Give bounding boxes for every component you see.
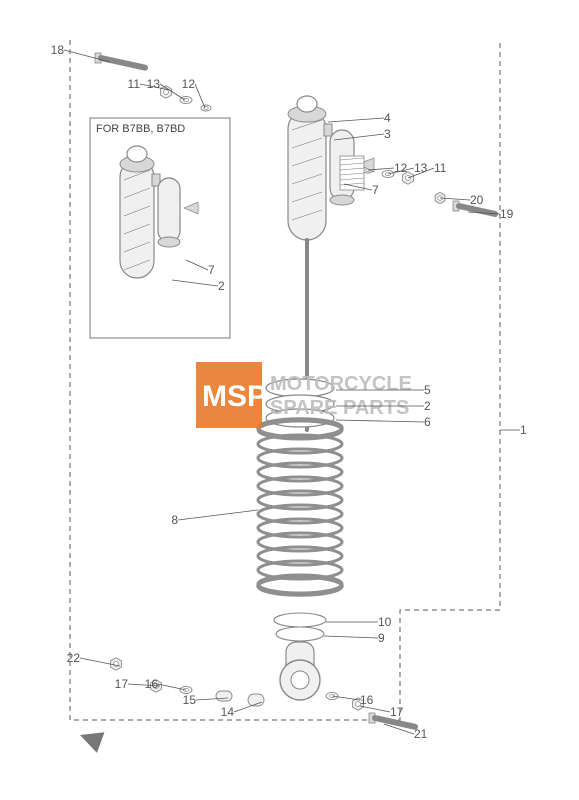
callout-2: 2: [424, 399, 431, 413]
watermark-text-2: MOTORCYCLE: [270, 373, 412, 395]
callout-11: 11: [434, 161, 447, 175]
watermark-text-3: SPARE PARTS: [270, 397, 409, 419]
callout-7: 7: [208, 263, 215, 277]
callout-22: 22: [67, 651, 81, 665]
callout-16: 16: [360, 693, 374, 707]
callout-13: 13: [147, 77, 161, 91]
callout-7: 7: [372, 183, 379, 197]
callout-17: 17: [115, 677, 129, 691]
callout-9: 9: [378, 631, 385, 645]
lower-eye-bore: [291, 671, 309, 689]
washer-hole: [183, 98, 188, 101]
callout-16: 16: [145, 677, 159, 691]
callout-5: 5: [424, 383, 431, 397]
parts-diagram: FOR B7BB, B7BDMSPMOTORCYCLESPARE PARTS18…: [0, 0, 579, 800]
callout-12: 12: [394, 161, 408, 175]
callout-17: 17: [390, 705, 404, 719]
callout-20: 20: [470, 193, 484, 207]
callout-18: 18: [51, 43, 65, 57]
shock-top-eye: [297, 96, 317, 112]
lower-ring-1: [276, 627, 324, 641]
reservoir-body: [158, 178, 180, 242]
lower-ring-0: [274, 613, 326, 627]
watermark-text-1: MSP: [202, 380, 267, 413]
callout-11: 11: [128, 77, 141, 91]
reservoir-bottom: [158, 237, 180, 247]
callout-21: 21: [414, 727, 428, 741]
callout-2: 2: [218, 279, 225, 293]
callout-12: 12: [182, 77, 196, 91]
callout-15: 15: [183, 693, 197, 707]
callout-4: 4: [384, 111, 391, 125]
callout-8: 8: [171, 513, 178, 527]
collar: [216, 691, 232, 701]
inset-label: FOR B7BB, B7BD: [96, 123, 185, 135]
shock-top-eye: [127, 146, 147, 162]
callout-19: 19: [500, 207, 514, 221]
callout-3: 3: [384, 127, 391, 141]
reservoir-bottom: [330, 195, 354, 205]
callout-6: 6: [424, 415, 431, 429]
callout-14: 14: [221, 705, 235, 719]
nut-hole: [164, 90, 169, 95]
reservoir-neck: [324, 124, 332, 136]
callout-10: 10: [378, 615, 392, 629]
callout-1: 1: [520, 423, 527, 437]
label-patch: [340, 156, 364, 190]
